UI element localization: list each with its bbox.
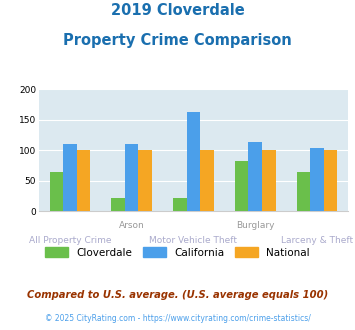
Bar xyxy=(235,161,248,211)
Bar xyxy=(297,172,310,211)
Bar xyxy=(173,198,187,211)
Bar xyxy=(324,150,337,211)
Bar xyxy=(138,150,152,211)
Text: Compared to U.S. average. (U.S. average equals 100): Compared to U.S. average. (U.S. average … xyxy=(27,290,328,300)
Bar xyxy=(200,150,214,211)
Legend: Cloverdale, California, National: Cloverdale, California, National xyxy=(41,243,314,262)
Bar xyxy=(248,142,262,211)
Text: Larceny & Theft: Larceny & Theft xyxy=(281,236,353,245)
Text: 2019 Cloverdale: 2019 Cloverdale xyxy=(111,3,244,18)
Text: Burglary: Burglary xyxy=(236,221,274,230)
Bar xyxy=(125,144,138,211)
Bar xyxy=(111,198,125,211)
Text: All Property Crime: All Property Crime xyxy=(29,236,111,245)
Bar xyxy=(187,112,200,211)
Bar xyxy=(77,150,90,211)
Text: Motor Vehicle Theft: Motor Vehicle Theft xyxy=(149,236,237,245)
Text: © 2025 CityRating.com - https://www.cityrating.com/crime-statistics/: © 2025 CityRating.com - https://www.city… xyxy=(45,314,310,323)
Bar xyxy=(262,150,275,211)
Bar xyxy=(50,172,63,211)
Bar xyxy=(63,144,77,211)
Text: Arson: Arson xyxy=(119,221,144,230)
Bar xyxy=(310,148,324,211)
Text: Property Crime Comparison: Property Crime Comparison xyxy=(63,33,292,48)
